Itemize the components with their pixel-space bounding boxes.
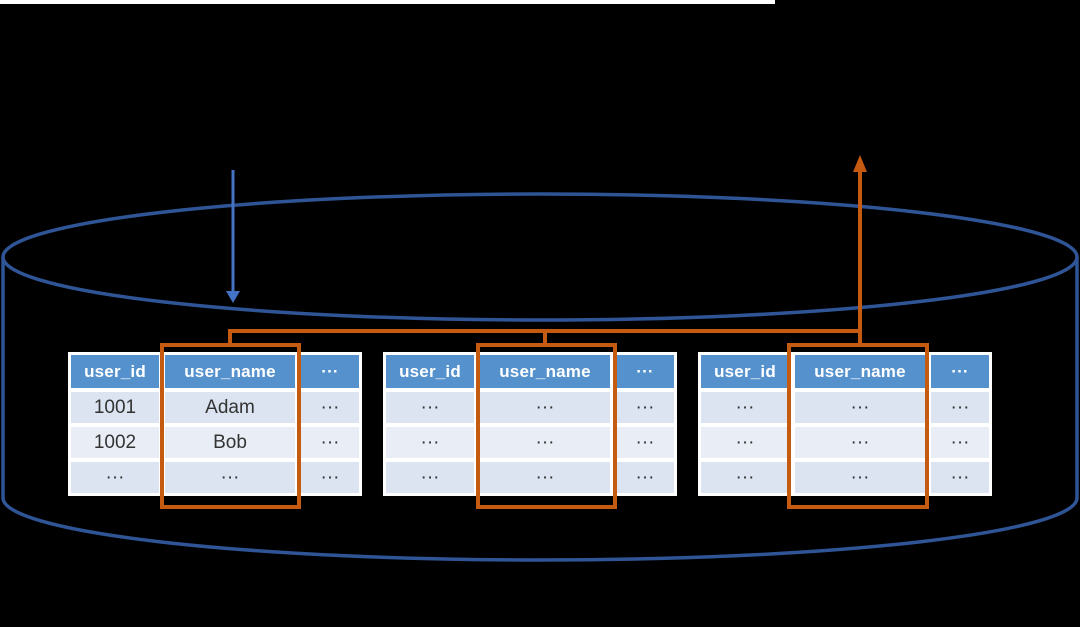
table-cell: Bob [165,427,295,458]
database-cylinder-top-ellipse [1,192,1079,322]
table-cell: ··· [480,392,610,423]
column-header-user-name: user_name [480,355,610,388]
column-header-user-id: user_id [71,355,159,388]
table-cell: ··· [795,462,925,493]
table-cell: 1001 [71,392,159,423]
table-cell: ··· [386,462,474,493]
table-cell: ··· [616,392,674,423]
table-cell: ··· [931,427,989,458]
table-cell: ··· [301,462,359,493]
username-column-highlight-box-1 [160,343,301,509]
shard-table-1: user_id user_name ··· 1001 Adam ··· 1002… [68,352,362,496]
table-cell: ··· [165,462,295,493]
username-column-highlight-box-2 [476,343,617,509]
incoming-arrow-head-icon [226,291,240,303]
table-cell: ··· [386,392,474,423]
table-cell: ··· [71,462,159,493]
column-header-user-name: user_name [165,355,295,388]
column-header-more: ··· [616,355,674,388]
shard-table-3: user_id user_name ··· ··· ··· ··· ··· ··… [698,352,992,496]
column-header-more: ··· [931,355,989,388]
table-cell: ··· [701,392,789,423]
table-cell: ··· [301,427,359,458]
table-cell: ··· [616,462,674,493]
column-header-user-name: user_name [795,355,925,388]
column-header-more: ··· [301,355,359,388]
table-cell: ··· [795,392,925,423]
table-cell: ··· [480,427,610,458]
table-cell: ··· [616,427,674,458]
table-cell: ··· [795,427,925,458]
shard-table-2: user_id user_name ··· ··· ··· ··· ··· ··… [383,352,677,496]
table-cell: Adam [165,392,295,423]
slide-top-border-line [0,0,775,4]
table-cell: ··· [931,392,989,423]
column-header-user-id: user_id [701,355,789,388]
outgoing-arrow-head-icon [853,155,867,172]
username-column-highlight-box-3 [787,343,929,509]
table-cell: ··· [931,462,989,493]
table-cell: ··· [701,427,789,458]
table-cell: ··· [386,427,474,458]
table-cell: ··· [480,462,610,493]
table-cell: ··· [701,462,789,493]
table-cell: ··· [301,392,359,423]
database-cylinder-body [1,257,1079,562]
table-cell: 1002 [71,427,159,458]
column-header-user-id: user_id [386,355,474,388]
